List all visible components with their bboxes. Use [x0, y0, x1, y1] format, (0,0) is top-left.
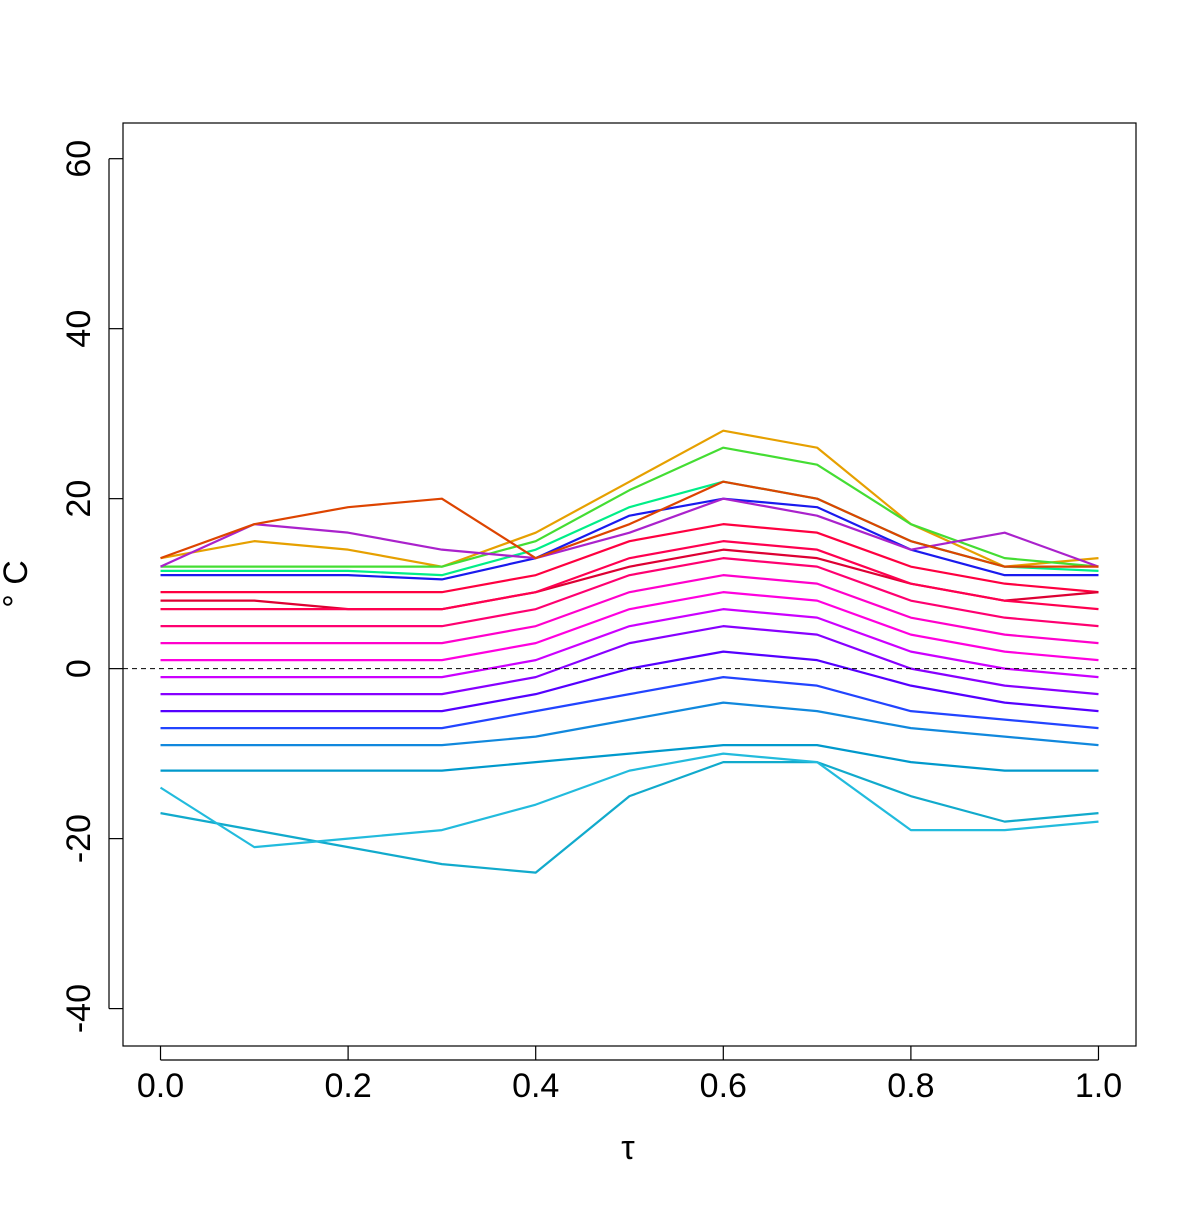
x-tick-label: 0.2 — [324, 1067, 371, 1105]
curve — [160, 540, 1099, 611]
x-tick-label: 0.0 — [137, 1067, 184, 1105]
curve — [160, 574, 1099, 645]
y-tick-label: -20 — [60, 814, 98, 863]
curve — [160, 701, 1099, 747]
curve — [160, 429, 1099, 568]
curve — [160, 591, 1099, 662]
curve — [160, 744, 1099, 772]
x-axis-label: τ — [621, 1129, 635, 1167]
curve — [160, 497, 1099, 568]
x-tick-label: 0.6 — [700, 1067, 747, 1105]
y-tick-label: 0 — [60, 659, 98, 678]
curve — [160, 523, 1099, 594]
y-tick-label: 20 — [60, 480, 98, 518]
y-tick-label: 40 — [60, 310, 98, 348]
plot-frame — [122, 122, 1137, 1047]
curve — [160, 497, 1099, 581]
curve — [160, 608, 1099, 679]
x-tick-label: 1.0 — [1075, 1067, 1122, 1105]
curve — [160, 676, 1099, 730]
curve — [160, 761, 1099, 874]
y-tick-label: -40 — [60, 984, 98, 1033]
x-tick-label: 0.4 — [512, 1067, 559, 1105]
y-axis-label: ° C — [0, 560, 35, 608]
curve — [160, 625, 1099, 696]
x-tick-label: 0.8 — [887, 1067, 934, 1105]
curve — [160, 557, 1099, 628]
y-tick-label: 60 — [60, 140, 98, 178]
curve — [160, 446, 1099, 568]
curve — [159, 752, 1099, 849]
curve — [160, 480, 1099, 568]
